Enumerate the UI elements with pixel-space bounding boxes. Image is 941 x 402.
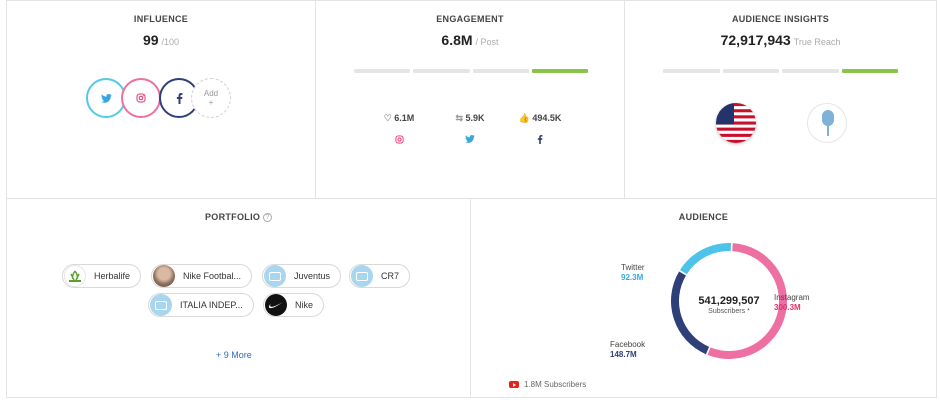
brand-pill-nike-football[interactable]: Nike Footbal...	[151, 264, 253, 288]
info-icon[interactable]: ?	[263, 213, 272, 223]
engagement-metric: 6.8M / Post	[316, 32, 624, 50]
engagement-panel: ENGAGEMENT 6.8M / Post ♡ 6.1M ⇆ 5.9K 👍 49…	[315, 0, 625, 199]
facebook-likes: 👍 494.5K	[510, 108, 570, 146]
brand-placeholder-icon	[351, 265, 373, 287]
brand-pill-cr7[interactable]: CR7	[349, 264, 411, 288]
facebook-donut-segment[interactable]	[671, 271, 710, 355]
brand-avatar	[153, 265, 175, 287]
brand-pill-juventus[interactable]: Juventus	[262, 264, 342, 288]
twitter-retweets: ⇆ 5.9K	[440, 108, 500, 145]
total-subscribers-label: Subscribers *	[708, 308, 750, 315]
audience-title: AUDIENCE	[678, 212, 729, 222]
level-segment-active	[531, 69, 588, 73]
facebook-icon	[176, 92, 182, 104]
instagram-icon	[369, 135, 429, 146]
youtube-subscribers: 1.8M Subscribers	[509, 380, 586, 389]
brand-pill-nike[interactable]: Nike	[263, 293, 325, 317]
brand-name: Juventus	[294, 271, 331, 281]
twitter-profile-button[interactable]	[86, 78, 126, 118]
twitter-retweets-value: 5.9K	[465, 113, 485, 123]
heart-icon: ♡	[383, 113, 392, 123]
audience-insights-metric: 72,917,943 True Reach	[625, 32, 936, 50]
audience-donut-chart	[671, 243, 787, 360]
facebook-legend-value: 148.7M	[610, 350, 637, 359]
influence-panel: INFLUENCE 99/100 Add +	[6, 0, 316, 199]
dashboard-grid: INFLUENCE 99/100 Add + ENGAGEMENT 6.8M / …	[6, 0, 937, 398]
instagram-legend-name: Instagram	[774, 293, 810, 302]
brand-name: Herbalife	[94, 271, 131, 281]
portfolio-panel: PORTFOLIO ? Herbalife Nike Footbal... Ju…	[6, 198, 471, 398]
youtube-subscribers-value: 1.8M Subscribers	[524, 380, 587, 389]
brand-name: Nike	[295, 300, 314, 310]
instagram-legend-value: 300.3M	[774, 303, 801, 312]
twitter-icon	[440, 134, 500, 145]
plus-icon: +	[208, 98, 214, 107]
brand-name: CR7	[381, 271, 400, 281]
instagram-likes: ♡ 6.1M	[369, 108, 429, 146]
demographic-icon[interactable]	[807, 103, 847, 143]
influence-value: 99	[142, 32, 159, 48]
us-flag-icon[interactable]	[716, 103, 756, 143]
instagram-likes-value: 6.1M	[394, 113, 415, 123]
facebook-legend-name: Facebook	[610, 340, 646, 349]
retweet-icon: ⇆	[455, 113, 463, 123]
twitter-legend-value: 92.3M	[621, 273, 644, 282]
thumbs-up-icon: 👍	[518, 113, 530, 123]
donut-center: 541,299,507 Subscribers *	[664, 295, 794, 315]
add-profile-button[interactable]: Add +	[191, 78, 231, 118]
level-segment	[663, 69, 720, 73]
influence-title: INFLUENCE	[133, 14, 189, 24]
portfolio-title: PORTFOLIO ?	[7, 212, 470, 223]
facebook-icon	[510, 135, 570, 146]
facebook-likes-value: 494.5K	[532, 113, 562, 123]
level-segment	[354, 69, 411, 73]
audience-insights-panel: AUDIENCE INSIGHTS 72,917,943 True Reach	[624, 0, 937, 199]
instagram-icon	[136, 93, 146, 103]
facebook-legend: Facebook 148.7M	[610, 340, 645, 360]
level-segment-active	[841, 69, 898, 73]
twitter-legend-name: Twitter	[621, 263, 645, 272]
brand-pill-herbalife[interactable]: Herbalife	[62, 264, 142, 288]
engagement-unit: / Post	[475, 37, 499, 47]
true-reach-value: 72,917,943	[720, 32, 791, 48]
nike-logo-icon	[265, 294, 287, 316]
audience-level-bar	[663, 69, 898, 73]
youtube-icon	[509, 381, 519, 388]
brand-placeholder-icon	[150, 294, 172, 316]
brand-name: ITALIA INDEP...	[180, 300, 243, 310]
instagram-profile-button[interactable]	[121, 78, 161, 118]
twitter-donut-segment[interactable]	[679, 243, 732, 275]
influence-metric: 99/100	[7, 32, 315, 50]
level-segment	[722, 69, 779, 73]
level-segment	[472, 69, 529, 73]
twitter-icon	[100, 93, 112, 103]
portfolio-title-text: PORTFOLIO	[204, 212, 261, 222]
herbalife-logo-icon	[64, 265, 86, 287]
true-reach-unit: True Reach	[793, 37, 841, 47]
brand-pill-italia-indep[interactable]: ITALIA INDEP...	[148, 293, 254, 317]
brand-name: Nike Footbal...	[183, 271, 242, 281]
engagement-title: ENGAGEMENT	[436, 14, 504, 24]
influence-unit: /100	[161, 37, 180, 47]
brand-placeholder-icon	[264, 265, 286, 287]
engagement-value: 6.8M	[441, 32, 473, 48]
engagement-level-bar	[354, 69, 588, 73]
more-brands-link[interactable]: + 9 More	[216, 350, 252, 360]
level-segment	[413, 69, 470, 73]
audience-insights-title: AUDIENCE INSIGHTS	[731, 14, 830, 24]
instagram-legend: Instagram 300.3M	[774, 293, 810, 313]
add-label: Add	[203, 89, 219, 98]
level-segment	[782, 69, 839, 73]
twitter-legend: Twitter 92.3M	[621, 263, 645, 283]
audience-panel: AUDIENCE	[470, 198, 937, 398]
total-subscribers: 541,299,507	[698, 295, 760, 307]
